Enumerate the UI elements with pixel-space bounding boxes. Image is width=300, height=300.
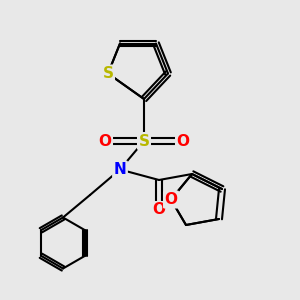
Text: O: O [176, 134, 190, 148]
Text: O: O [164, 192, 178, 207]
Text: N: N [114, 162, 126, 177]
Text: O: O [152, 202, 166, 217]
Text: S: S [103, 66, 113, 81]
Text: S: S [139, 134, 149, 148]
Text: O: O [98, 134, 112, 148]
